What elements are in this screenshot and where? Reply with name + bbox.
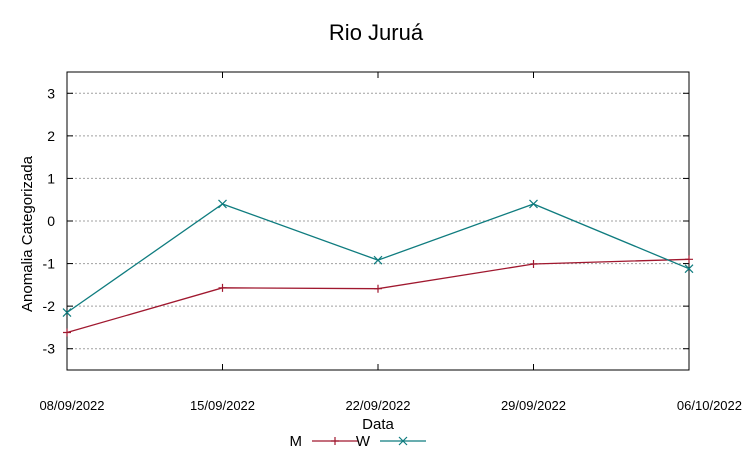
data-point: [62, 308, 72, 317]
y-tick-label: -2: [43, 298, 56, 314]
x-tick-label: 29/09/2022: [501, 398, 566, 413]
grid: [67, 92, 689, 350]
x-tick-label: 15/09/2022: [190, 398, 255, 413]
y-tick-label: 2: [47, 128, 55, 144]
y-axis-label: Anomalia Categorizada: [19, 155, 36, 312]
x-tick-label: 06/10/2022: [677, 398, 742, 413]
legend-marker: [331, 437, 339, 445]
data-point: [373, 255, 383, 265]
legend-label: M: [290, 433, 303, 450]
legend-marker: [398, 436, 408, 446]
y-tick-label: -3: [43, 341, 56, 357]
data-point: [218, 199, 227, 209]
series-line: [66, 203, 690, 314]
data-point: [684, 264, 694, 274]
data-point: [218, 283, 227, 292]
data-point: [374, 284, 382, 293]
y-tick-label: -1: [43, 256, 56, 272]
x-axis-label: Data: [362, 416, 394, 433]
x-axis: 08/09/2022 15/09/2022 22/09/2022 29/09/2022…: [39, 72, 742, 413]
y-tick-label: 3: [47, 85, 55, 101]
legend-label: W: [356, 433, 371, 450]
series-W: [62, 199, 694, 317]
series-line: [66, 258, 690, 334]
series-group: [62, 199, 694, 337]
x-tick-label: 08/09/2022: [39, 398, 104, 413]
data-point: [685, 255, 693, 264]
y-axis: 3 2 1 0 -1 -2 -3: [43, 85, 689, 357]
x-tick-label: 22/09/2022: [345, 398, 410, 413]
y-tick-label: 1: [47, 170, 55, 186]
series-M: [63, 255, 693, 337]
data-point: [529, 259, 538, 268]
data-point: [529, 199, 538, 209]
data-point: [63, 328, 71, 337]
chart-title: Rio Juruá: [329, 20, 424, 45]
y-tick-label: 0: [47, 213, 55, 229]
